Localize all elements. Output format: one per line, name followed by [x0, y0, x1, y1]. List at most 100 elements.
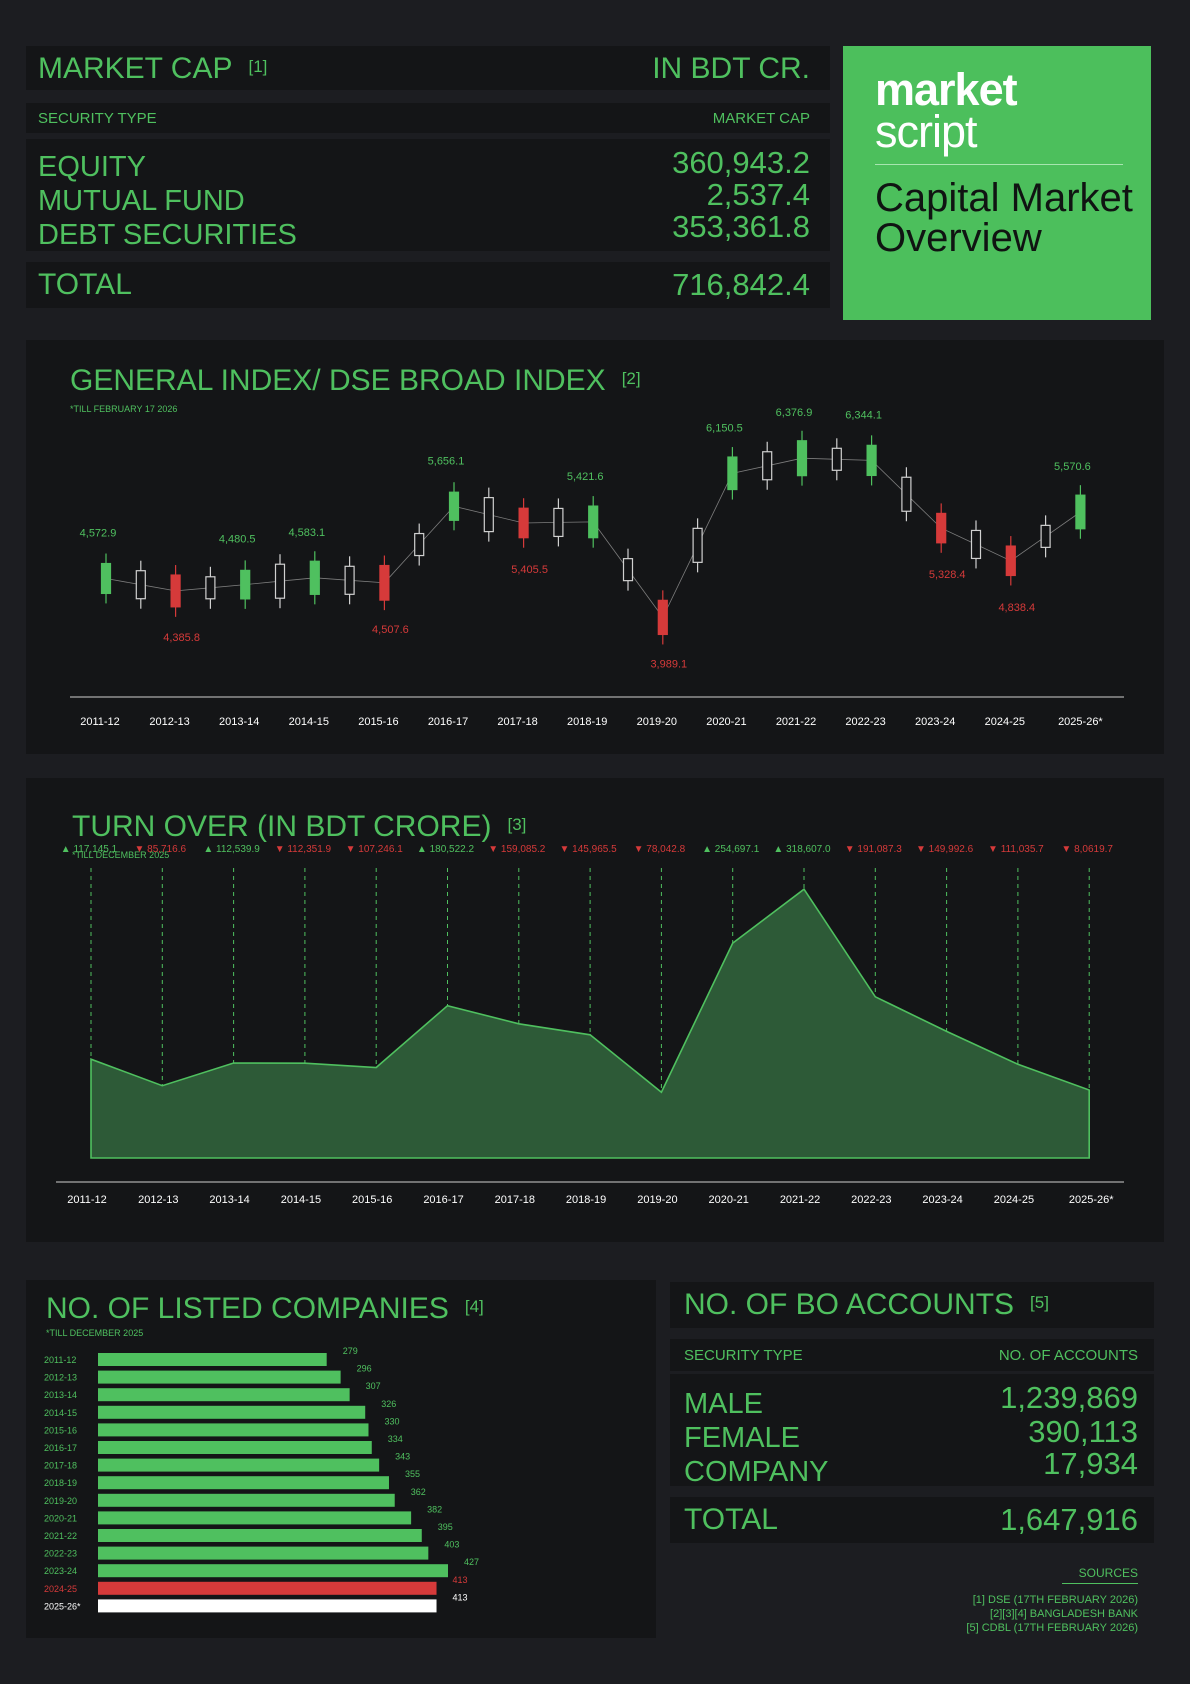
- bar: [98, 1388, 350, 1402]
- market-cap-rows: EQUITY 360,943.2 MUTUAL FUND 2,537.4 DEB…: [26, 139, 830, 251]
- bar: [98, 1493, 395, 1507]
- candle-body: [483, 497, 494, 533]
- bar: [98, 1405, 366, 1419]
- data-label: ▼ 149,992.6: [916, 844, 974, 855]
- data-label: 362: [411, 1487, 426, 1497]
- tick-label: 2018-19: [44, 1478, 77, 1488]
- source-line: [1] DSE (17TH FEBRUARY 2026): [972, 1594, 1138, 1606]
- tick-label: 2014-15: [44, 1408, 77, 1418]
- data-label: ▲ 318,607.0: [773, 844, 831, 855]
- data-label: ▲ 254,697.1: [702, 844, 760, 855]
- market-cap-row: EQUITY 360,943.2: [38, 143, 810, 183]
- data-label: 343: [395, 1452, 410, 1462]
- turnover-ref: [3]: [507, 815, 527, 834]
- data-label: 395: [438, 1522, 453, 1532]
- candle-body: [936, 512, 947, 544]
- data-label: ▼ 159,085.2: [488, 844, 546, 855]
- row-label: MUTUAL FUND: [38, 185, 245, 217]
- candle-body: [553, 507, 564, 538]
- bo-row: COMPANY 17,934: [684, 1446, 1138, 1488]
- row-value: 353,361.8: [672, 209, 810, 244]
- row-value: 2,537.4: [706, 177, 810, 212]
- candle-body: [901, 476, 912, 512]
- bar: [98, 1441, 372, 1454]
- row-label: FEMALE: [684, 1422, 801, 1454]
- general-index-chart: 4,572.9 2011-12 4,385.8 2012-13 4,480.5 2013-…: [70, 407, 1124, 728]
- candle-body: [657, 599, 668, 636]
- bo-accounts-ref: [5]: [1030, 1293, 1049, 1312]
- market-cap-unit: IN BDT CR.: [652, 52, 810, 85]
- market-cap-columns: SECURITY TYPE MARKET CAP: [26, 103, 830, 133]
- row-value: 360,943.2: [672, 145, 810, 180]
- candle-body: [100, 562, 112, 595]
- candle-body: [518, 507, 529, 539]
- data-label: 330: [384, 1416, 399, 1426]
- bar: [98, 1353, 327, 1366]
- tick-label: 2022-23: [851, 1194, 891, 1206]
- row-label: DEBT SECURITIES: [38, 219, 297, 251]
- bo-col-right: NO. OF ACCOUNTS: [998, 1347, 1138, 1364]
- source-line: [5] CDBL (17TH FEBRUARY 2026): [966, 1622, 1138, 1634]
- sources-divider: [1062, 1583, 1138, 1584]
- data-label: ▲ 180,522.2: [417, 844, 475, 855]
- tick-label: 2013-14: [219, 716, 259, 728]
- tick-label: 2025-26*: [44, 1601, 81, 1611]
- candle-body: [1075, 494, 1086, 530]
- tick-label: 2011-12: [44, 1355, 76, 1365]
- tick-label: 2021-22: [776, 716, 816, 728]
- candle-body: [1040, 524, 1051, 548]
- candle-body: [970, 529, 982, 560]
- bar: [98, 1546, 429, 1560]
- tick-label: 2019-20: [637, 1194, 677, 1206]
- market-cap-total: TOTAL 716,842.4: [26, 262, 830, 308]
- tick-label: 2019-20: [637, 716, 677, 728]
- data-label: 403: [444, 1540, 459, 1550]
- tick-label: 2020-21: [709, 1194, 749, 1206]
- turnover-chart: ▲ 117,145.1 2011-12 ▼ 85,716.6 2012-13 ▲ 112…: [56, 844, 1124, 1206]
- tick-label: 2025-26*: [1069, 1194, 1114, 1206]
- data-label: 4,385.8: [163, 632, 200, 644]
- brand-caption: Capital Market Overview: [875, 176, 1133, 260]
- data-label: 5,328.4: [929, 569, 966, 581]
- tick-label: 2013-14: [44, 1390, 77, 1400]
- candle-body: [240, 569, 251, 600]
- general-index-ref: [2]: [621, 369, 641, 388]
- data-label: ▼ 111,035.7: [988, 844, 1044, 855]
- listed-companies-panel: NO. OF LISTED COMPANIES [4] *TILL DECEMBE…: [26, 1280, 656, 1638]
- data-label: 382: [427, 1504, 442, 1514]
- candle-body: [588, 505, 599, 539]
- candle-body: [831, 447, 842, 471]
- data-label: ▼ 191,087.3: [845, 844, 903, 855]
- row-value: 1,239,869: [1000, 1380, 1138, 1415]
- bar: [98, 1458, 380, 1472]
- listed-companies-chart: 2011-12 279 2012-13 296 2013-14 307 2014-15 326…: [44, 1346, 479, 1613]
- tick-label: 2020-21: [706, 716, 746, 728]
- data-label: 5,421.6: [567, 471, 604, 483]
- listed-companies-title: NO. OF LISTED COMPANIES [4]: [46, 1292, 484, 1325]
- tick-label: 2015-16: [352, 1194, 392, 1206]
- tick-label: 2019-20: [44, 1496, 77, 1506]
- bo-accounts-rows: MALE 1,239,869 FEMALE 390,113 COMPANY 17…: [670, 1374, 1154, 1488]
- data-label: 5,405.5: [511, 564, 548, 576]
- data-label: 4,480.5: [219, 534, 256, 546]
- turnover-panel: TURN OVER (IN BDT CRORE) [3] *TILL DECEMB…: [26, 778, 1164, 1242]
- total-label: TOTAL: [684, 1503, 778, 1536]
- data-label: 355: [405, 1469, 420, 1479]
- data-label: 334: [388, 1434, 403, 1444]
- data-label: ▲ 117,145.1: [61, 844, 118, 855]
- candle-body: [379, 564, 390, 601]
- data-label: 5,570.6: [1054, 461, 1091, 473]
- candle-body: [344, 565, 355, 595]
- market-cap-header: MARKET CAP [1] IN BDT CR.: [26, 46, 830, 90]
- tick-label: 2023-24: [922, 1194, 962, 1206]
- data-label: ▲ 112,539.9: [203, 844, 260, 855]
- brand-line1: market: [875, 64, 1018, 115]
- candle-body: [414, 532, 425, 557]
- candle-body: [135, 570, 146, 600]
- tick-label: 2011-12: [80, 716, 120, 728]
- turnover-note: *TILL DECEMBER 2025: [72, 850, 170, 860]
- row-value: 17,934: [1043, 1446, 1138, 1481]
- tick-label: 2012-13: [138, 1194, 178, 1206]
- turnover-area: [90, 888, 1090, 1159]
- candle-body: [866, 444, 877, 477]
